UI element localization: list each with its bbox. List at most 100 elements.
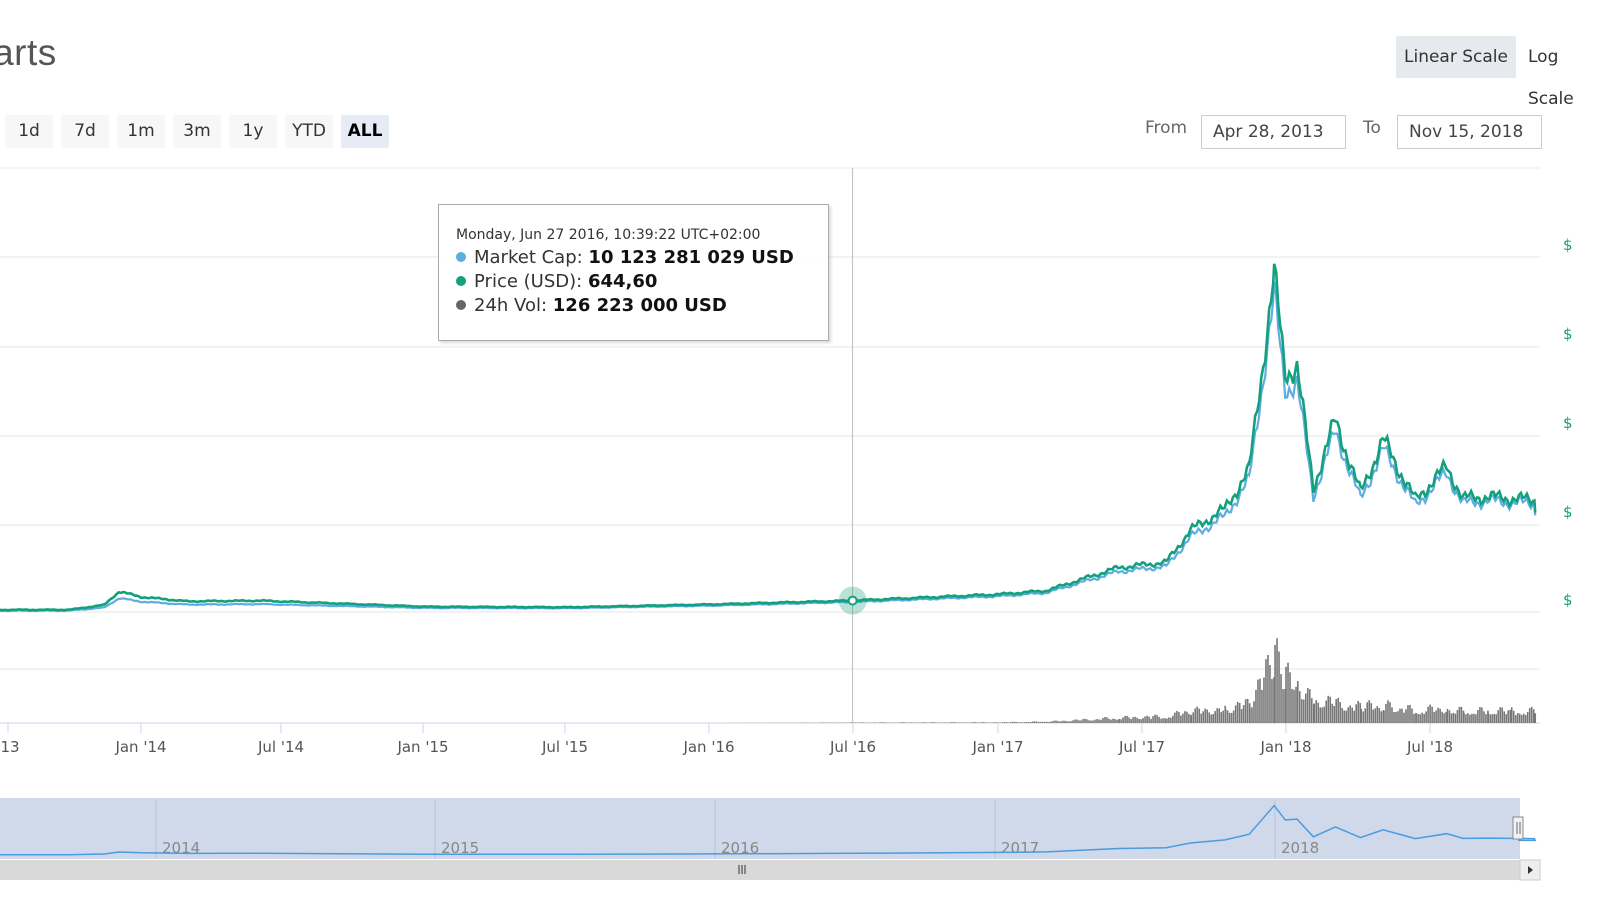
volume-bar <box>1329 696 1332 723</box>
volume-bar <box>1407 705 1409 723</box>
volume-bar <box>1257 679 1259 723</box>
volume-bar <box>1029 721 1032 723</box>
volume-bar <box>1212 713 1214 723</box>
from-date-input[interactable]: Apr 28, 2013 <box>1201 115 1346 149</box>
volume-bar <box>1401 708 1403 723</box>
to-date-input[interactable]: Nov 15, 2018 <box>1397 115 1542 149</box>
volume-bar <box>1427 706 1429 723</box>
range-button-1d[interactable]: 1d <box>5 115 53 148</box>
range-button-1m[interactable]: 1m <box>117 115 165 148</box>
volume-bar <box>1282 689 1284 723</box>
range-button-all[interactable]: ALL <box>341 115 389 148</box>
volume-bar <box>1291 688 1293 723</box>
volume-bar <box>1491 714 1494 723</box>
volume-bar <box>904 722 907 723</box>
volume-bar <box>1228 712 1231 723</box>
range-button-ytd[interactable]: YTD <box>285 115 333 148</box>
navigator-window[interactable] <box>0 798 1520 859</box>
volume-bar <box>922 722 925 723</box>
volume-bar <box>1092 720 1094 723</box>
volume-bar <box>1359 702 1361 723</box>
range-button-7d[interactable]: 7d <box>61 115 109 148</box>
volume-bar <box>1222 710 1224 723</box>
volume-bar <box>1253 701 1255 723</box>
volume-bar <box>1116 719 1118 723</box>
volume-bar <box>1285 666 1287 723</box>
volume-bar <box>1216 708 1218 723</box>
volume-bar <box>1514 715 1517 723</box>
volume-bar <box>1460 706 1463 723</box>
volume-bar <box>1518 713 1521 723</box>
volume-bar <box>972 722 975 723</box>
tooltip-price-value: 644,60 <box>587 271 658 292</box>
volume-bar <box>1162 718 1164 723</box>
volume-bar <box>1278 651 1280 723</box>
volume-bar <box>1295 686 1297 723</box>
range-button-3m[interactable]: 3m <box>173 115 221 148</box>
navigator-year-label: 2016 <box>721 839 759 857</box>
volume-bar <box>1112 718 1114 723</box>
volume-bar <box>956 722 959 723</box>
navigator-handle[interactable] <box>1512 816 1524 840</box>
volume-bar <box>1393 711 1395 723</box>
volume-bar <box>1495 714 1498 723</box>
range-button-1y[interactable]: 1y <box>229 115 277 148</box>
navigator-year-label: 2015 <box>441 839 479 857</box>
volume-bar <box>1170 717 1172 723</box>
tooltip-market-cap-row: Market Cap: 10 123 281 029 USD <box>456 246 828 270</box>
volume-bar <box>996 722 999 723</box>
volume-bar <box>910 722 913 723</box>
volume-bar <box>1481 707 1483 723</box>
y-axis-label: $ <box>1563 325 1573 343</box>
y-axis-label: $ <box>1563 414 1573 432</box>
volume-bar <box>1120 719 1122 723</box>
x-tick-label: Jan '18 <box>1259 738 1311 756</box>
volume-bar <box>1035 721 1038 723</box>
volume-bar <box>1148 716 1150 723</box>
volume-bar <box>1415 713 1417 723</box>
volume-bar <box>1060 721 1062 723</box>
volume-bar <box>1319 707 1322 723</box>
volume-bar <box>1094 719 1096 723</box>
volume-bar <box>928 722 931 723</box>
volume-bar <box>1284 689 1286 723</box>
volume-bar <box>1308 689 1311 723</box>
volume-bar <box>1293 689 1295 723</box>
volume-bar <box>1532 709 1535 723</box>
volume-bar <box>1507 710 1510 723</box>
volume-bar <box>1214 711 1216 723</box>
volume-bar <box>1351 707 1353 723</box>
volume-bar <box>1357 701 1359 723</box>
volume-bar <box>932 722 935 723</box>
volume-bar <box>1385 703 1387 723</box>
volume-bar <box>1001 722 1004 723</box>
volume-bar <box>1289 672 1291 723</box>
navigator-year-label: 2014 <box>162 839 200 857</box>
volume-bar <box>1271 679 1273 723</box>
volume-bar <box>1192 712 1194 723</box>
volume-bar <box>1302 699 1305 723</box>
volume-bar <box>1172 715 1174 723</box>
x-tick-label: Jan '15 <box>396 738 448 756</box>
volume-bar <box>1114 718 1116 723</box>
volume-bar <box>1310 698 1313 723</box>
volume-bar <box>1088 720 1090 723</box>
volume-bar <box>1074 719 1076 723</box>
log-scale-button[interactable]: Log Scale <box>1528 47 1574 109</box>
volume-bar <box>1064 720 1066 723</box>
tooltip-volume-row: 24h Vol: 126 223 000 USD <box>456 294 828 318</box>
volume-series <box>715 638 1537 723</box>
volume-bar <box>1194 708 1196 723</box>
volume-bar <box>1156 715 1158 723</box>
volume-bar <box>1261 689 1263 723</box>
volume-bar <box>1479 707 1481 723</box>
volume-bar <box>1383 710 1385 723</box>
volume-bar <box>1321 707 1324 723</box>
linear-scale-button[interactable]: Linear Scale <box>1396 36 1516 78</box>
scrollbar-thumb[interactable] <box>0 860 1540 880</box>
tooltip-price-row: Price (USD): 644,60 <box>456 270 828 294</box>
volume-bar <box>1473 713 1475 723</box>
volume-bar <box>1240 709 1243 723</box>
volume-bar <box>1238 702 1241 723</box>
